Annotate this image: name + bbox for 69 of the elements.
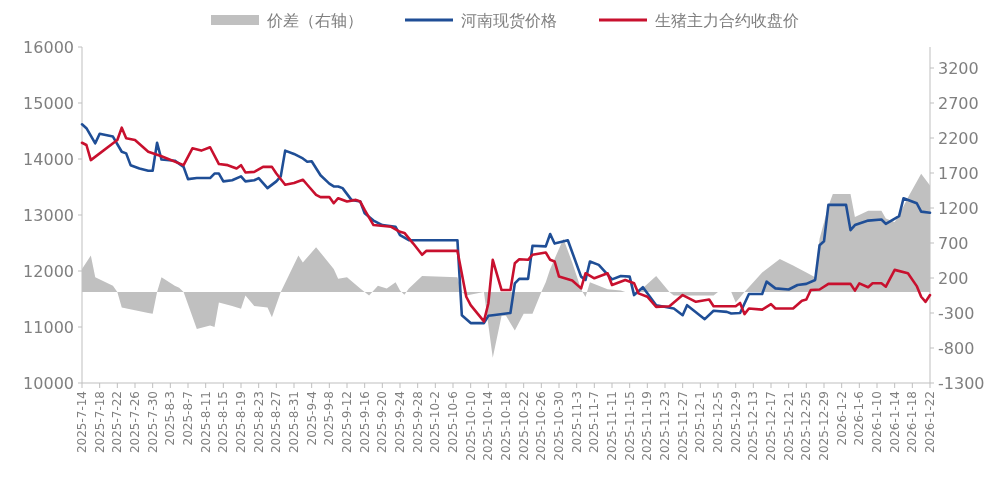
y2-tick-label: 3200 [938, 59, 979, 78]
x-tick-label: 2025-9-28 [410, 391, 425, 454]
x-tick-label: 2026-1-6 [852, 391, 867, 446]
y2-tick-label: 1700 [938, 164, 979, 183]
y-tick-label: 16000 [23, 38, 74, 57]
x-tick-label: 2025-7-18 [92, 391, 107, 454]
x-tick-label: 2025-11-19 [640, 391, 655, 461]
legend-label: 价差（右轴） [266, 11, 363, 30]
x-tick-label: 2025-8-11 [198, 391, 213, 454]
y2-tick-label: -1300 [938, 374, 985, 393]
x-tick-label: 2025-8-19 [234, 391, 248, 454]
x-tick-label: 2025-8-3 [163, 391, 178, 446]
x-tick-label: 2026-1-18 [905, 391, 920, 454]
x-tick-label: 2026-1-2 [834, 391, 849, 446]
legend-label: 河南现货价格 [461, 11, 557, 30]
y-tick-label: 10000 [23, 374, 74, 393]
legend-label: 生猪主力合约收盘价 [655, 11, 799, 30]
y2-tick-label: 700 [938, 234, 969, 253]
x-tick-label: 2025-10-26 [534, 391, 549, 461]
x-tick-label: 2025-12-1 [693, 391, 708, 454]
x-tick-label: 2025-11-15 [622, 391, 637, 461]
y2-tick-label: 1200 [938, 199, 979, 218]
x-tick-label: 2025-7-22 [110, 391, 125, 454]
x-tick-label: 2025-10-2 [428, 391, 443, 454]
x-tick-label: 2025-10-30 [552, 391, 566, 461]
x-tick-label: 2025-12-25 [799, 391, 814, 461]
y-tick-label: 13000 [23, 206, 74, 225]
x-tick-label: 2025-12-5 [711, 391, 725, 454]
y-tick-label: 11000 [23, 318, 74, 337]
x-tick-label: 2025-12-13 [746, 391, 761, 461]
x-tick-label: 2025-12-17 [764, 391, 778, 461]
x-tick-label: 2025-9-12 [340, 391, 354, 454]
x-tick-label: 2025-12-21 [781, 391, 796, 461]
y2-tick-label: -800 [938, 339, 975, 358]
y2-tick-label: 2200 [938, 129, 979, 148]
y2-tick-label: -300 [938, 304, 975, 323]
x-tick-label: 2025-9-8 [322, 391, 337, 446]
x-tick-label: 2025-10-14 [481, 391, 496, 461]
x-tick-label: 2025-11-23 [658, 391, 672, 461]
x-tick-label: 2025-8-7 [181, 391, 195, 446]
x-tick-label: 2025-8-27 [269, 391, 284, 454]
x-tick-label: 2025-7-26 [128, 391, 142, 454]
x-tick-label: 2025-8-15 [216, 391, 231, 454]
x-tick-label: 2025-11-7 [587, 391, 602, 454]
x-tick-label: 2025-9-24 [393, 391, 407, 454]
x-tick-label: 2025-10-10 [463, 391, 478, 461]
x-tick-label: 2025-10-6 [446, 391, 460, 454]
x-tick-label: 2025-12-9 [728, 391, 743, 454]
x-tick-label: 2025-8-31 [287, 391, 301, 454]
x-tick-label: 2025-8-23 [251, 391, 266, 454]
x-tick-label: 2026-1-10 [870, 391, 884, 454]
x-tick-label: 2025-10-18 [499, 391, 513, 461]
x-tick-label: 2025-9-16 [357, 391, 372, 454]
y-tick-label: 15000 [23, 94, 74, 113]
x-tick-label: 2025-10-22 [516, 391, 531, 461]
x-tick-label: 2026-1-14 [887, 391, 902, 454]
y-tick-label: 12000 [23, 262, 74, 281]
y-tick-label: 14000 [23, 150, 74, 169]
x-tick-label: 2025-12-29 [817, 391, 831, 461]
x-tick-label: 2025-7-14 [75, 391, 89, 454]
x-tick-label: 2025-11-27 [675, 391, 690, 461]
y2-tick-label: 2700 [938, 94, 979, 113]
x-tick-label: 2025-9-20 [375, 391, 390, 454]
x-tick-label: 2025-7-30 [145, 391, 160, 454]
x-tick-label: 2025-11-3 [569, 391, 584, 454]
x-tick-label: 2025-11-11 [605, 391, 619, 461]
x-tick-label: 2025-9-4 [304, 391, 319, 446]
y2-tick-label: 200 [938, 269, 969, 288]
x-tick-label: 2026-1-22 [923, 391, 937, 454]
